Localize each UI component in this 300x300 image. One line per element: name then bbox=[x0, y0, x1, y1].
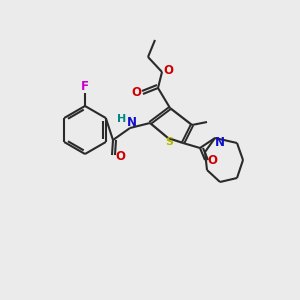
Text: F: F bbox=[81, 80, 89, 94]
Text: S: S bbox=[165, 137, 173, 147]
Text: H: H bbox=[117, 114, 127, 124]
Text: O: O bbox=[115, 151, 125, 164]
Text: N: N bbox=[127, 116, 137, 128]
Text: O: O bbox=[131, 86, 141, 100]
Text: O: O bbox=[163, 64, 173, 76]
Text: O: O bbox=[207, 154, 217, 167]
Text: N: N bbox=[215, 136, 225, 148]
